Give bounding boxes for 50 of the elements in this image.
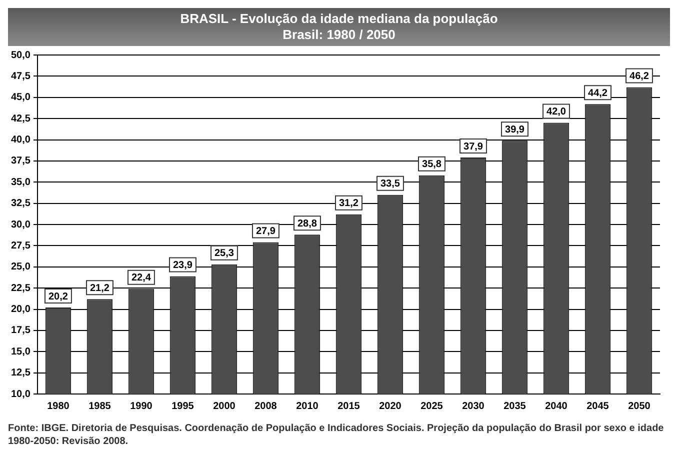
y-tick-label: 45,0 <box>10 92 31 104</box>
y-tick-label: 15,0 <box>10 346 31 358</box>
y-tick-label: 40,0 <box>10 134 31 146</box>
y-tick-label: 25,0 <box>10 262 31 273</box>
data-label: 27,9 <box>256 226 276 238</box>
data-label: 42,0 <box>546 106 566 118</box>
x-tick-label: 2035 <box>504 400 526 412</box>
y-tick-label: 22,5 <box>10 282 31 294</box>
data-label: 20,2 <box>48 291 68 302</box>
y-tick-label: 35,0 <box>10 176 31 188</box>
x-tick-label: 1995 <box>172 400 194 412</box>
data-label: 23,9 <box>172 260 193 271</box>
data-label: 44,2 <box>588 88 608 99</box>
y-tick-label: 50,0 <box>10 50 31 61</box>
y-tick-label: 37,5 <box>10 156 31 167</box>
y-tick-label: 32,5 <box>10 198 31 210</box>
data-label: 46,2 <box>630 70 650 82</box>
x-tick-label: 2025 <box>420 400 444 412</box>
x-tick-label: 2020 <box>379 400 402 412</box>
data-label: 33,5 <box>380 178 400 190</box>
x-tick-label: 2050 <box>628 400 651 412</box>
y-tick-label: 10,0 <box>10 388 31 400</box>
chart-subtitle: Brasil: 1980 / 2050 <box>282 27 396 43</box>
chart-title: BRASIL - Evolução da idade mediana da população <box>179 11 499 27</box>
data-label: 39,9 <box>505 124 525 136</box>
data-label: 21,2 <box>90 282 110 294</box>
data-label: 31,2 <box>338 198 359 210</box>
data-label: 37,9 <box>464 141 484 152</box>
data-label: 25,3 <box>214 248 234 260</box>
x-tick-label: 1985 <box>88 400 112 412</box>
x-tick-label: 2008 <box>254 400 278 412</box>
y-tick-label: 17,5 <box>10 325 31 336</box>
y-tick-label: 47,5 <box>10 70 31 82</box>
y-tick-label: 27,5 <box>10 240 31 252</box>
y-tick-label: 12,5 <box>10 368 31 379</box>
x-tick-label: 2010 <box>296 400 319 412</box>
data-label: 35,8 <box>422 159 442 170</box>
x-tick-label: 2040 <box>545 400 568 412</box>
x-tick-label: 1980 <box>47 400 70 412</box>
x-tick-label: 2045 <box>586 400 610 412</box>
data-label: 22,4 <box>131 272 152 284</box>
x-tick-label: 1990 <box>130 400 153 412</box>
y-tick-label: 30,0 <box>10 219 31 230</box>
data-label: 28,8 <box>297 218 318 230</box>
x-tick-label: 2030 <box>462 400 485 412</box>
source-note: Fonte: IBGE. Diretoria de Pesquisas. Coordenação de População e Indicadores Sociais. Projeção da população do Brasil por sexo e idade 1980-2050: Revisão 2008. <box>8 422 665 448</box>
x-tick-label: 2000 <box>213 400 236 412</box>
y-tick-label: 42,5 <box>10 113 31 124</box>
y-tick-label: 20,0 <box>10 304 31 315</box>
x-tick-label: 2015 <box>338 400 360 412</box>
